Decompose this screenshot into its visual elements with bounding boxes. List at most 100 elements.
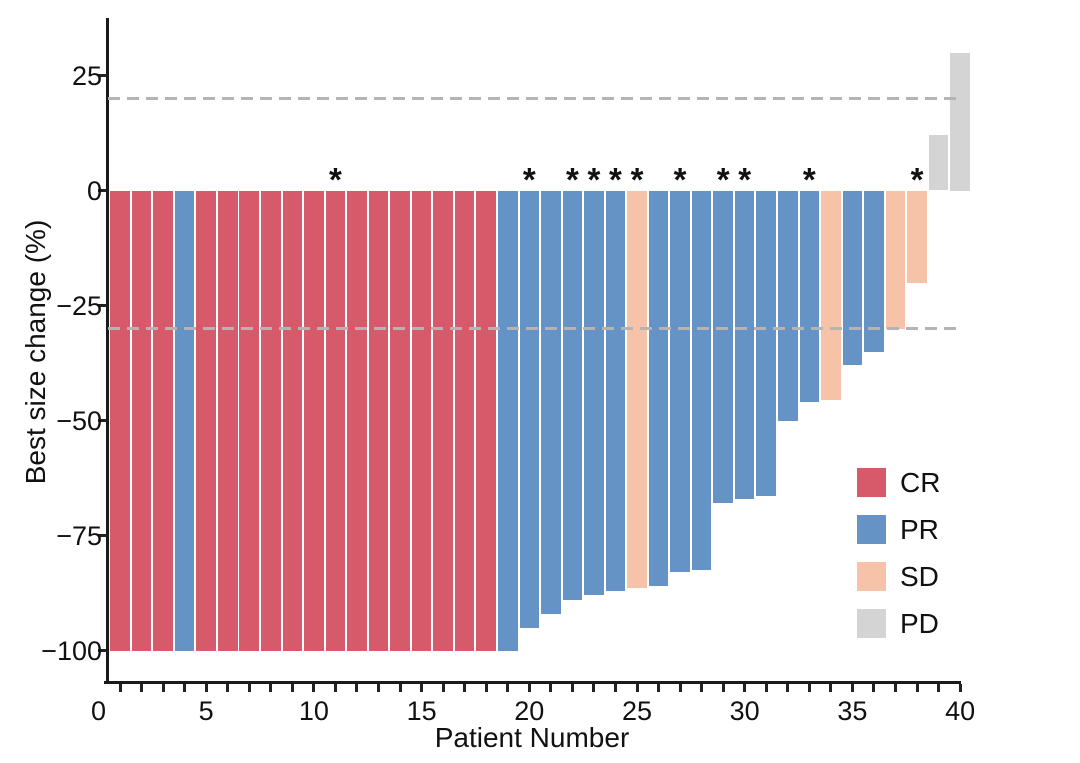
x-minor-tick-12 [355,684,359,692]
y-tick--25 [98,304,107,307]
y-tick-25 [98,74,107,77]
x-tick-label-25: 25 [621,696,653,726]
x-minor-tick-18 [484,684,488,692]
x-minor-tick-35 [850,684,854,692]
asterisk-patient-30: * [738,161,752,198]
x-minor-tick-15 [420,684,424,692]
x-minor-tick-30 [743,684,747,692]
asterisk-patient-27: * [673,161,687,198]
x-minor-tick-11 [333,684,337,692]
x-minor-tick-6 [226,684,230,692]
bar-patient-26 [648,190,669,587]
asterisk-patient-20: * [522,161,536,198]
legend-label-SD: SD [900,561,939,592]
bar-patient-18 [476,190,496,651]
bar-patient-4 [174,190,195,651]
x-minor-tick-4 [183,684,187,692]
legend-label-CR: CR [900,467,941,498]
x-axis-title: Patient Number [434,722,630,753]
y-tick-label-25: 25 [71,60,102,91]
bar-patient-16 [433,190,453,651]
x-minor-tick-22 [570,684,574,692]
bar-patient-14 [390,190,410,651]
asterisk-patient-33: * [802,161,816,198]
bar-patient-37 [885,190,906,329]
bar-patient-19 [497,190,518,651]
bar-patient-2 [131,190,152,651]
x-minor-tick-33 [807,684,811,692]
bar-patient-9 [282,190,303,651]
x-minor-tick-13 [377,684,381,692]
asterisk-patient-25: * [630,161,644,198]
bar-patient-29 [713,190,733,504]
x-minor-tick-20 [527,684,531,692]
y-tick-label--50: −50 [56,405,102,436]
asterisk-patient-23: * [587,161,601,198]
legend-swatch-PD [857,609,886,638]
bar-patient-27 [670,190,690,573]
bar-patient-38 [907,190,927,283]
x-minor-tick-17 [463,684,467,692]
x-tick-label-0: 0 [90,696,107,726]
reference-line--30 [108,327,958,330]
x-tick-label-5: 5 [198,696,214,726]
x-minor-tick-31 [764,684,768,692]
bar-patient-23 [584,190,604,596]
bar-patient-17 [454,190,475,651]
x-minor-tick-19 [506,684,510,692]
bar-patient-15 [411,190,432,651]
y-tick--50 [98,419,107,422]
x-minor-tick-21 [549,684,553,692]
bar-patient-36 [864,190,884,352]
x-minor-tick-25 [635,684,639,692]
x-minor-tick-38 [915,684,919,692]
asterisk-patient-11: * [329,161,342,198]
bar-patient-31 [756,190,777,497]
bar-patient-10 [304,190,324,651]
legend-swatch-CR [857,468,886,497]
x-minor-tick-28 [700,684,704,692]
x-minor-tick-23 [592,684,596,692]
bar-patient-39 [928,135,949,191]
bar-patient-22 [562,190,583,600]
bar-patient-11 [325,190,346,651]
bar-patient-35 [842,190,863,366]
x-tick-label-20: 20 [514,696,545,726]
x-minor-tick-16 [441,684,445,692]
x-minor-tick-34 [829,684,833,692]
x-minor-tick-39 [937,684,941,692]
asterisk-patient-38: * [910,161,924,198]
bar-patient-8 [261,190,281,651]
bar-patient-7 [239,190,260,651]
bar-patient-12 [347,190,367,651]
x-minor-tick-24 [613,684,617,692]
legend-label-PD: PD [900,608,939,639]
x-minor-tick-3 [161,684,165,692]
x-minor-tick-8 [269,684,273,692]
y-tick-label--100: −100 [41,635,102,666]
legend-label-PR: PR [900,514,939,545]
x-minor-tick-14 [398,684,402,692]
bar-patient-33 [799,190,820,403]
bar-patient-28 [691,190,712,570]
bar-patient-25 [627,190,647,589]
x-tick-label-35: 35 [837,696,868,726]
bar-patient-24 [605,190,626,591]
x-minor-tick-10 [312,684,316,692]
bar-patient-32 [777,190,798,421]
asterisk-patient-22: * [565,161,579,198]
bar-patient-21 [541,190,561,614]
x-minor-tick-40 [958,684,962,692]
y-tick--100 [98,649,107,652]
x-minor-tick-32 [786,684,790,692]
x-tick-label-40: 40 [945,696,976,726]
x-minor-tick-2 [140,684,144,692]
x-minor-tick-29 [721,684,725,692]
y-tick--75 [98,534,107,537]
x-minor-tick-1 [118,684,122,692]
bar-patient-13 [368,190,389,651]
bar-patient-30 [734,190,755,499]
bar-patient-34 [821,190,841,400]
y-axis-title: Best size change (%) [20,219,51,485]
